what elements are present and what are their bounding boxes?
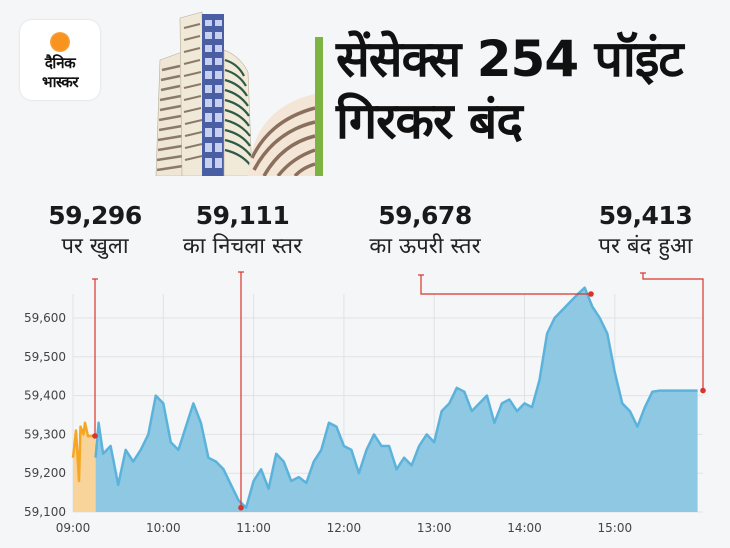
pre-open-area <box>73 422 96 512</box>
stat-low: 59,111 का निचला स्तर <box>165 200 320 262</box>
y-tick-label: 59,500 <box>24 350 66 364</box>
annotation-dot <box>588 291 594 297</box>
y-tick-label: 59,600 <box>24 311 66 325</box>
annotation-dot <box>700 387 706 394</box>
stat-open-label: पर खुला <box>61 234 129 259</box>
x-tick-label: 12:00 <box>327 521 362 535</box>
x-tick-label: 11:00 <box>236 521 271 535</box>
stat-open: 59,296 पर खुला <box>30 200 160 262</box>
dainik-bhaskar-logo: दैनिक भास्कर <box>20 20 100 100</box>
stat-open-value: 59,296 <box>48 201 142 230</box>
headline-line2: गिरकर बंद <box>336 92 523 150</box>
stat-low-label: का निचला स्तर <box>182 234 303 259</box>
y-tick-label: 59,100 <box>24 505 66 519</box>
stat-close-value: 59,413 <box>598 201 693 230</box>
stat-close: 59,413 पर बंद हुआ <box>578 200 713 262</box>
headline-line1: सेंसेक्स 254 पॉइंट <box>336 30 684 88</box>
x-tick-label: 15:00 <box>598 521 633 535</box>
chart-annotations <box>92 271 706 511</box>
headline: सेंसेक्स 254 पॉइंट गिरकर बंद <box>336 28 726 152</box>
stat-close-label: पर बंद हुआ <box>598 234 693 259</box>
x-tick-label: 09:00 <box>56 521 91 535</box>
logo-text-line1: दैनिक <box>44 54 76 72</box>
stat-low-value: 59,111 <box>195 201 290 230</box>
bse-building-illustration <box>155 11 316 176</box>
annotation-connector <box>642 273 704 391</box>
stat-high-label: का ऊपरी स्तर <box>369 234 481 259</box>
annotation-connector <box>420 275 591 295</box>
headline-accent-bar <box>315 37 323 176</box>
y-tick-label: 59,400 <box>24 389 66 403</box>
sensex-line <box>94 286 698 509</box>
logo-text-line2: भास्कर <box>42 73 78 91</box>
annotation-dot <box>238 504 244 511</box>
sun-icon <box>50 32 70 52</box>
x-tick-label: 14:00 <box>507 521 542 535</box>
x-axis-ticks: 09:00 10:00 11:00 12:00 13:00 14:00 15:00 <box>56 521 632 535</box>
annotation-dot <box>92 433 98 439</box>
stat-high: 59,678 का ऊपरी स्तर <box>350 200 500 262</box>
stat-high-value: 59,678 <box>378 201 472 230</box>
sensex-area <box>95 287 698 512</box>
chart-series <box>71 286 698 512</box>
x-tick-label: 10:00 <box>146 521 181 535</box>
y-tick-label: 59,200 <box>24 466 66 480</box>
y-tick-label: 59,300 <box>24 427 66 441</box>
y-axis-ticks: 59,100 59,200 59,300 59,400 59,500 59,600 <box>24 311 66 519</box>
x-tick-label: 13:00 <box>417 521 452 535</box>
